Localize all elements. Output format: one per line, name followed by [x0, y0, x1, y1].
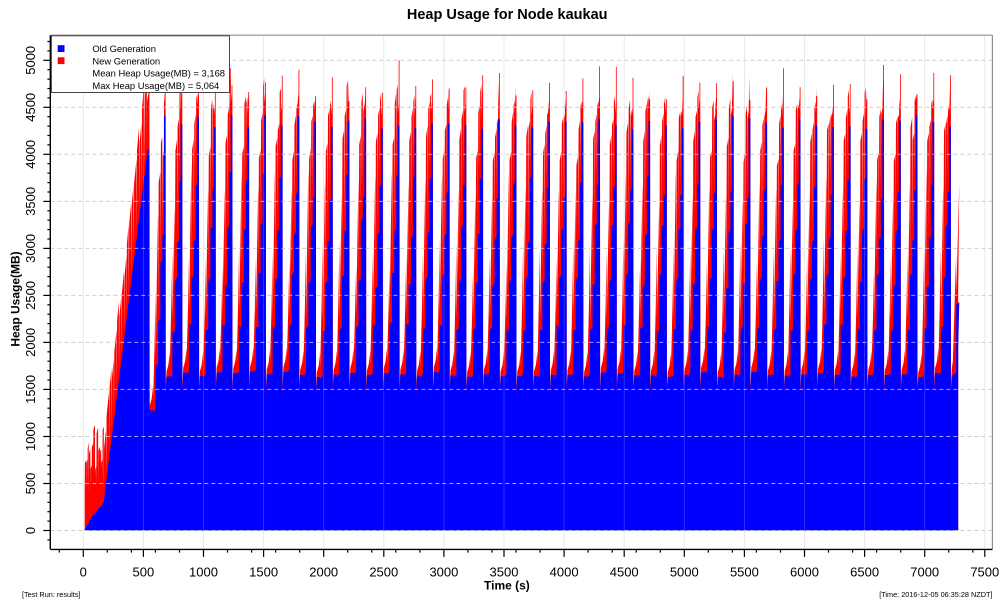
svg-text:4500: 4500: [610, 564, 639, 579]
svg-text:Mean Heap Usage(MB) = 3,168: Mean Heap Usage(MB) = 3,168: [92, 68, 225, 79]
svg-text:0: 0: [23, 527, 38, 534]
svg-text:3000: 3000: [23, 234, 38, 263]
svg-text:5500: 5500: [730, 564, 759, 579]
svg-text:2500: 2500: [23, 281, 38, 310]
svg-text:Time (s): Time (s): [484, 579, 530, 593]
svg-text:2000: 2000: [23, 328, 38, 357]
svg-text:Max Heap Usage(MB) = 5,064: Max Heap Usage(MB) = 5,064: [92, 80, 219, 91]
svg-text:[Time: 2016-12-05 06:35:28 NZD: [Time: 2016-12-05 06:35:28 NZDT]: [879, 590, 992, 599]
svg-text:1000: 1000: [23, 422, 38, 451]
svg-text:500: 500: [23, 473, 38, 495]
svg-text:7000: 7000: [910, 564, 939, 579]
svg-text:2000: 2000: [309, 564, 338, 579]
svg-text:5000: 5000: [23, 46, 38, 75]
svg-text:Old Generation: Old Generation: [92, 43, 156, 54]
svg-text:Heap Usage(MB): Heap Usage(MB): [8, 251, 22, 346]
svg-text:4000: 4000: [550, 564, 579, 579]
svg-text:New Generation: New Generation: [92, 55, 160, 66]
svg-text:4500: 4500: [23, 93, 38, 122]
svg-text:500: 500: [133, 564, 155, 579]
svg-text:4000: 4000: [23, 140, 38, 169]
svg-text:3500: 3500: [490, 564, 519, 579]
svg-text:1500: 1500: [23, 375, 38, 404]
svg-text:3000: 3000: [429, 564, 458, 579]
svg-text:Heap Usage for Node kaukau: Heap Usage for Node kaukau: [407, 7, 608, 23]
svg-text:5000: 5000: [670, 564, 699, 579]
svg-text:3500: 3500: [23, 187, 38, 216]
svg-text:7500: 7500: [970, 564, 999, 579]
svg-text:0: 0: [80, 564, 87, 579]
svg-text:6000: 6000: [790, 564, 819, 579]
svg-text:2500: 2500: [369, 564, 398, 579]
svg-text:[Test Run: results]: [Test Run: results]: [22, 590, 80, 599]
svg-text:6500: 6500: [850, 564, 879, 579]
svg-text:1500: 1500: [249, 564, 278, 579]
svg-text:1000: 1000: [189, 564, 218, 579]
